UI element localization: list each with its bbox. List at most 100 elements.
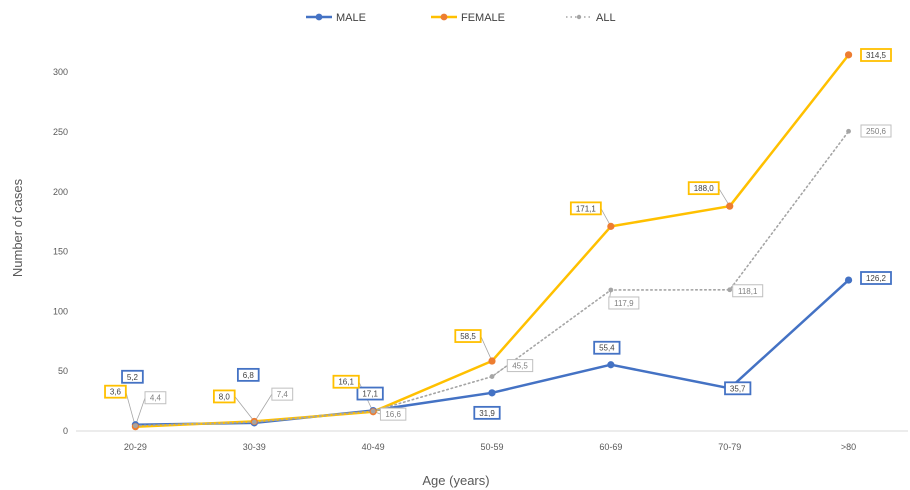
data-label-text-male: 17,1	[362, 390, 378, 399]
y-tick-label: 100	[53, 306, 68, 316]
marker-male	[488, 389, 496, 397]
data-label-text-all: 118,1	[738, 287, 758, 296]
data-label-male: 17,1	[356, 386, 384, 401]
y-tick-label: 250	[53, 127, 68, 137]
data-label-box-all	[379, 407, 407, 421]
data-label-female: 188,0	[687, 181, 720, 196]
data-label-box-female	[332, 374, 360, 389]
x-axis-title: Age (years)	[422, 473, 489, 488]
data-label-box-all	[608, 296, 640, 310]
data-label-box-female	[454, 329, 482, 343]
data-label-text-all: 16,6	[385, 410, 401, 419]
y-axis-ticks: 0 50 100 150 200 250 300	[53, 67, 68, 436]
data-label-box-male	[356, 386, 384, 401]
data-label-text-female: 58,5	[460, 332, 476, 341]
leader-line-all	[253, 393, 273, 423]
legend-marker-all	[576, 14, 582, 20]
data-label-box-male	[593, 340, 621, 355]
legend: MALE FEMALE ALL	[306, 12, 616, 24]
leader-line-female	[234, 396, 255, 422]
data-label-all: 7,4	[271, 387, 294, 401]
legend-marker-male	[315, 13, 323, 21]
data-label-box-male	[473, 405, 501, 420]
data-label-box-all	[506, 359, 534, 373]
data-label-female: 16,1	[332, 374, 360, 389]
data-label-male: 5,2	[121, 369, 144, 384]
data-label-text-male: 126,2	[866, 274, 887, 283]
data-label-female: 8,0	[212, 389, 236, 404]
leader-line-female	[480, 335, 493, 362]
data-label-all: 118,1	[732, 284, 764, 298]
data-label-box-female	[687, 181, 720, 196]
data-label-box-all	[271, 387, 294, 401]
marker-all	[846, 128, 851, 134]
x-tick-label: 20-29	[124, 442, 147, 452]
data-label-text-male: 55,4	[599, 344, 615, 353]
x-tick-label: 40-49	[362, 442, 385, 452]
leader-line-all	[491, 365, 508, 377]
y-tick-label: 200	[53, 187, 68, 197]
marker-female	[607, 222, 615, 230]
legend-label-male: MALE	[336, 12, 366, 24]
data-label-all: 117,9	[608, 296, 640, 310]
data-label-box-male	[724, 381, 752, 396]
data-label-all: 4,4	[144, 391, 167, 405]
data-label-box-female	[569, 201, 602, 216]
x-tick-label: 30-39	[243, 442, 266, 452]
marker-female	[844, 51, 853, 59]
data-label-box-male	[860, 271, 892, 285]
data-label-female: 171,1	[569, 201, 602, 216]
data-label-text-all: 4,4	[150, 394, 162, 403]
data-label-text-female: 314,5	[866, 51, 887, 60]
data-label-text-female: 171,1	[576, 204, 597, 213]
legend-item-female: FEMALE	[431, 12, 505, 24]
data-label-all: 45,5	[506, 359, 534, 373]
marker-all	[370, 408, 376, 414]
marker-all	[251, 419, 257, 425]
marker-all	[489, 374, 495, 379]
legend-item-all: ALL	[566, 12, 616, 24]
data-label-box-male	[236, 367, 260, 382]
marker-female	[488, 357, 496, 365]
data-label-text-male: 31,9	[479, 409, 495, 418]
x-tick-label: >80	[841, 442, 856, 452]
data-label-text-male: 35,7	[730, 384, 746, 393]
legend-label-all: ALL	[596, 12, 616, 24]
data-label-box-all	[732, 284, 764, 298]
marker-all	[727, 287, 733, 293]
y-axis-title: Number of cases	[10, 178, 25, 277]
data-label-female: 314,5	[860, 48, 892, 62]
data-label-female: 58,5	[454, 329, 482, 343]
marker-male	[844, 276, 853, 284]
y-tick-label: 150	[53, 247, 68, 257]
data-label-text-male: 5,2	[127, 373, 139, 382]
data-label-box-all	[144, 391, 167, 405]
data-label-male: 35,7	[724, 381, 752, 396]
data-label-male: 126,2	[860, 271, 892, 285]
data-label-all: 16,6	[379, 407, 407, 421]
data-label-male: 55,4	[593, 340, 621, 355]
data-label-text-female: 8,0	[219, 392, 231, 401]
marker-female	[726, 202, 734, 210]
series-markers	[131, 51, 853, 431]
y-tick-label: 0	[63, 426, 68, 436]
data-label-male: 31,9	[473, 405, 501, 420]
data-label-all: 250,6	[860, 124, 892, 138]
data-label-text-male: 6,8	[243, 371, 255, 380]
marker-all	[608, 287, 614, 293]
x-tick-label: 70-79	[718, 442, 741, 452]
x-axis-ticks: 20-29 30-39 40-49 50-59 60-69 70-79 >80	[124, 442, 856, 452]
marker-all	[133, 423, 138, 429]
data-label-box-female	[104, 384, 127, 399]
data-label-text-all: 45,5	[512, 362, 528, 371]
x-tick-label: 60-69	[599, 442, 622, 452]
series-line-male	[134, 278, 850, 427]
data-label-text-female: 188,0	[694, 184, 715, 193]
y-tick-label: 300	[53, 67, 68, 77]
data-label-text-all: 7,4	[277, 390, 289, 399]
data-label-box-female	[212, 389, 236, 404]
legend-label-female: FEMALE	[461, 12, 505, 24]
y-tick-label: 50	[58, 366, 68, 376]
data-label-text-female: 3,6	[110, 388, 122, 397]
